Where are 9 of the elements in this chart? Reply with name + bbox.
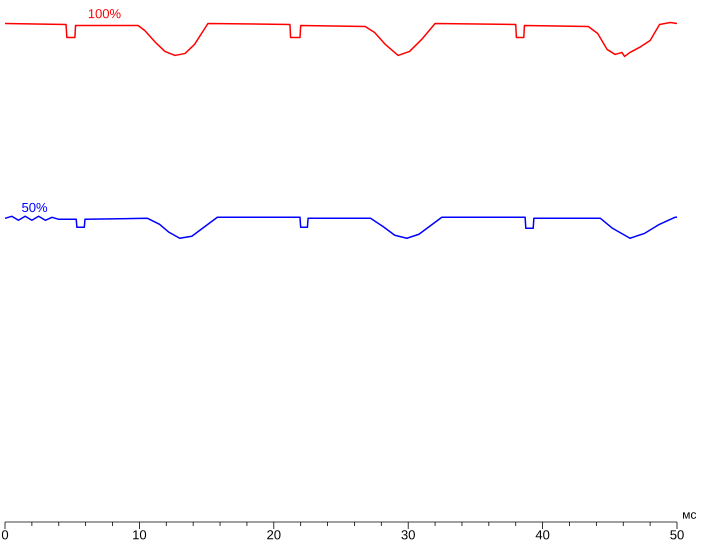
x-tick-label: 40 [536,530,550,540]
x-tick-label: 0 [2,530,8,540]
x-tick-label: 10 [133,530,146,540]
x-tick-label: 30 [401,530,415,540]
series-label: 50% [22,202,48,212]
x-axis-title: мс [683,512,696,519]
series-label: 100% [88,9,121,18]
x-tick-label: 50 [670,530,684,540]
x-tick-label: 20 [267,530,281,540]
